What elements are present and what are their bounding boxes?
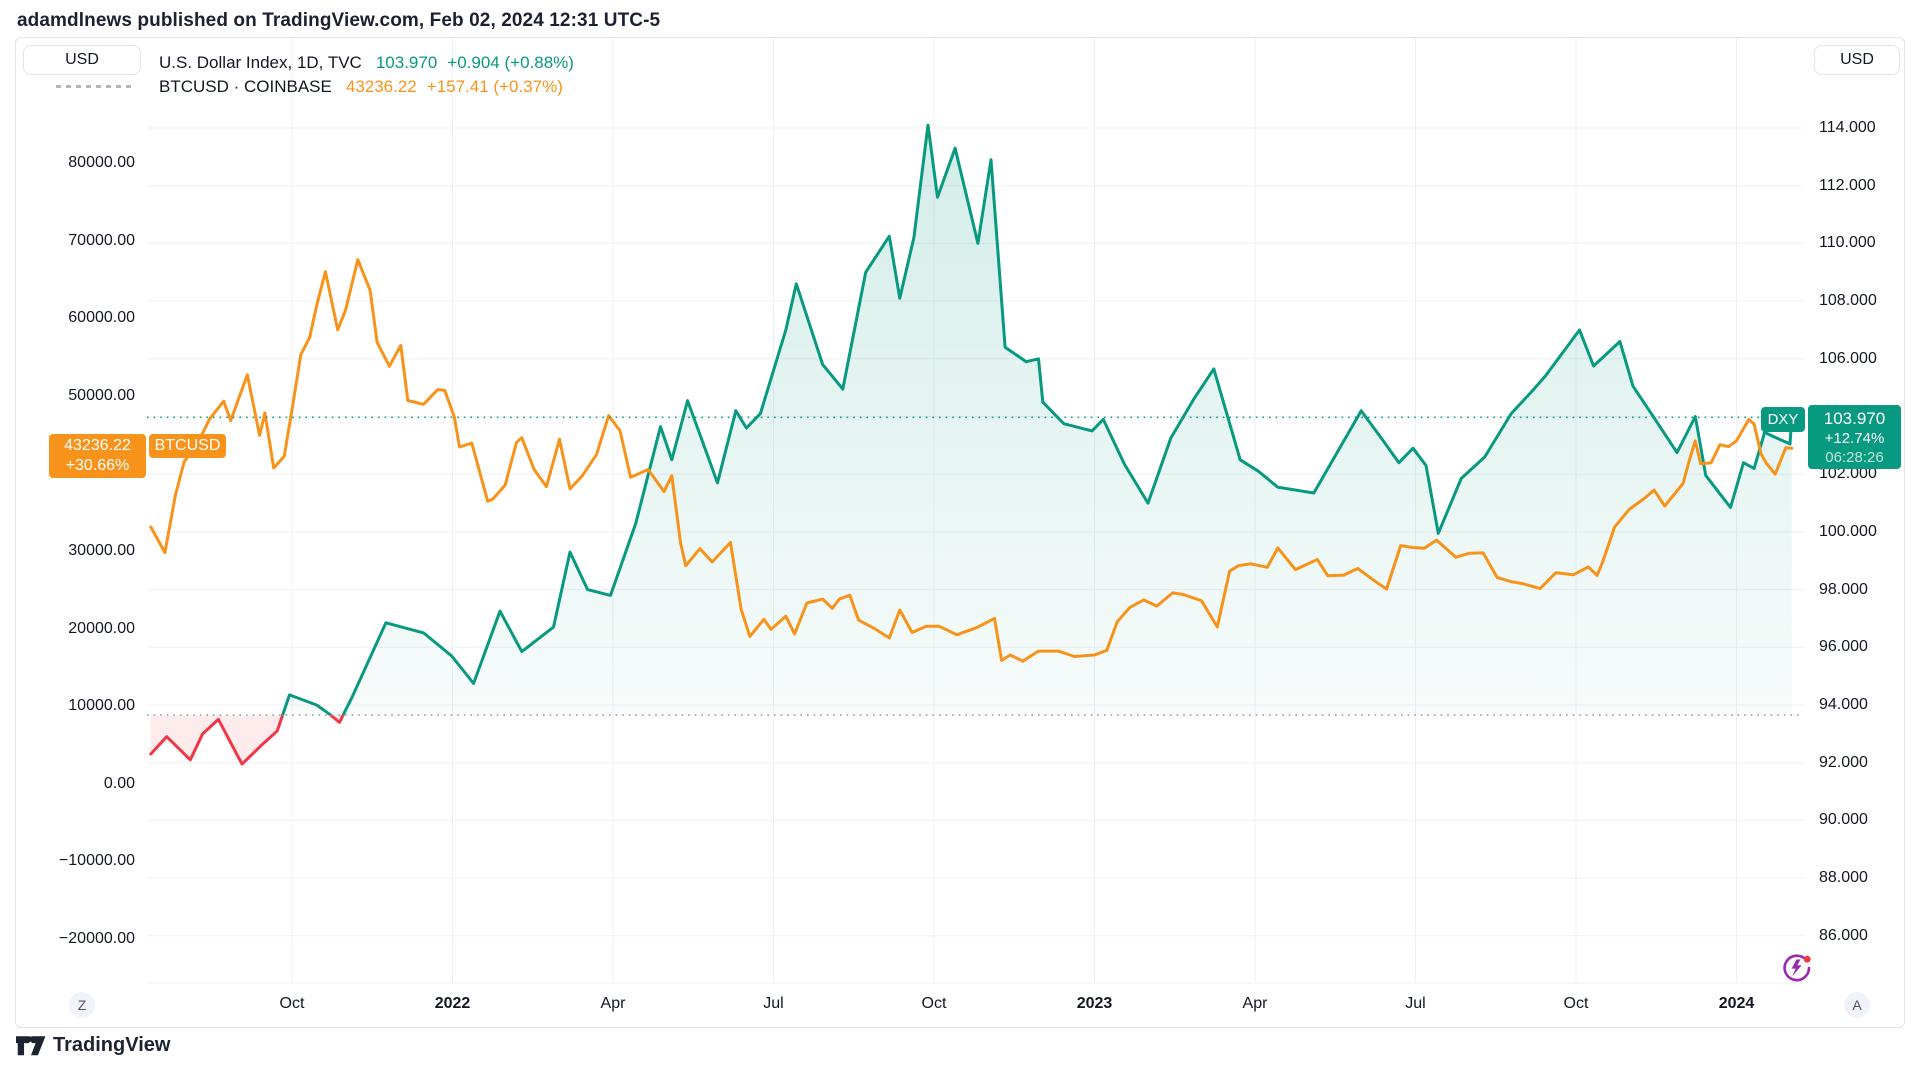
left-scale-unit-label: USD <box>65 51 99 68</box>
right-axis-tick: 108.000 <box>1819 292 1877 310</box>
legend-dxy-title: U.S. Dollar Index, 1D, TVC <box>159 53 362 72</box>
btc-last-price-badge: 43236.22 +30.66% <box>49 434 146 478</box>
legend-row-dxy[interactable]: U.S. Dollar Index, 1D, TVC 103.970 +0.904 … <box>159 51 574 75</box>
btc-badge-symbol: BTCUSD <box>154 437 221 454</box>
right-axis-tick: 88.000 <box>1819 869 1868 887</box>
right-axis-tick: 110.000 <box>1819 234 1876 252</box>
time-axis-tick: 2023 <box>1076 995 1113 1012</box>
dxy-badge-change-pct: +12.74% <box>1824 429 1885 447</box>
right-axis-tick: 102.000 <box>1819 465 1877 483</box>
time-axis-tick: Apr <box>600 995 626 1012</box>
right-price-scale-unit-button[interactable]: USD <box>1814 45 1900 75</box>
time-axis-tick: Oct <box>279 995 305 1012</box>
time-axis-tick: Jul <box>1405 995 1426 1012</box>
btc-badge-price: 43236.22 <box>64 437 131 454</box>
left-axis-tick: 30000.00 <box>68 542 135 559</box>
right-axis-tick: 98.000 <box>1819 580 1868 598</box>
left-axis-tick: −10000.00 <box>58 852 135 870</box>
right-axis-tick: 92.000 <box>1819 753 1868 771</box>
btc-badge-change-pct: +30.66% <box>65 457 130 474</box>
boost-flash-icon[interactable] <box>1779 951 1813 985</box>
tradingview-logo-text: TradingView <box>53 1034 171 1056</box>
dxy-symbol-badge: DXY <box>1761 407 1805 432</box>
right-axis-tick: 96.000 <box>1819 638 1868 656</box>
right-scale-unit-label: USD <box>1840 51 1874 68</box>
left-axis-tick: 0.00 <box>103 774 135 792</box>
time-axis-tick: Jul <box>763 995 784 1012</box>
timezone-button-label: Z <box>77 997 87 1013</box>
legend-btc-change: +157.41 (+0.37%) <box>426 77 563 96</box>
dxy-area-above-baseline <box>282 125 1792 716</box>
autoscale-button[interactable]: A <box>1844 992 1870 1018</box>
left-axis-tick: 70000.00 <box>68 231 135 249</box>
dxy-last-price-badge: 103.970 +12.74% 06:28:26 <box>1808 405 1901 469</box>
tradingview-logo[interactable]: TradingView <box>16 1034 170 1057</box>
left-axis-tick: 20000.00 <box>68 619 135 637</box>
right-axis-tick: 90.000 <box>1819 811 1868 829</box>
right-axis-tick: 114.000 <box>1819 119 1876 136</box>
left-axis-tick: −20000.00 <box>58 930 135 947</box>
chart-legend: U.S. Dollar Index, 1D, TVC 103.970 +0.904 … <box>159 51 574 99</box>
btc-symbol-badge: BTCUSD <box>149 434 226 458</box>
publication-header: adamdlnews published on TradingView.com,… <box>17 10 661 31</box>
time-axis-tick: 2024 <box>1718 995 1755 1012</box>
btc-line[interactable] <box>149 258 1794 663</box>
right-axis-tick: 94.000 <box>1819 696 1868 713</box>
timezone-button[interactable]: Z <box>69 992 95 1018</box>
legend-btc-last-value: 43236.22 <box>345 77 417 96</box>
legend-dxy-change: +0.904 (+0.88%) <box>447 53 574 72</box>
dxy-badge-bar-countdown: 06:28:26 <box>1825 448 1884 466</box>
time-axis-tick: Oct <box>1563 995 1589 1012</box>
dxy-badge-price: 103.970 <box>1823 408 1886 428</box>
time-axis-tick: Apr <box>1242 995 1268 1012</box>
right-axis-tick: 86.000 <box>1819 926 1868 944</box>
chart-container: USD USD U.S. Dollar Index, 1D, TVC 103.97… <box>15 37 1905 1028</box>
left-axis-tick: 60000.00 <box>68 309 135 327</box>
left-price-scale-unit-button[interactable]: USD <box>23 45 141 75</box>
dxy-line-up[interactable] <box>151 123 1794 764</box>
collapsed-legend-dashes <box>56 85 136 88</box>
tradingview-logo-glyph <box>16 1035 46 1055</box>
right-axis-tick: 112.000 <box>1819 176 1876 194</box>
price-chart-canvas[interactable] <box>16 38 1904 1027</box>
right-axis-tick: 106.000 <box>1819 349 1877 367</box>
left-axis-tick: 80000.00 <box>68 154 135 171</box>
time-axis-tick: 2022 <box>434 995 471 1012</box>
left-axis-tick: 50000.00 <box>68 386 135 404</box>
notification-dot <box>1803 955 1811 963</box>
legend-dxy-last-value: 103.970 <box>375 53 438 72</box>
autoscale-button-label: A <box>1852 997 1862 1013</box>
right-axis-tick: 100.000 <box>1819 522 1877 540</box>
time-axis-tick: Oct <box>921 995 947 1012</box>
legend-btc-title: BTCUSD · COINBASE <box>159 77 332 96</box>
left-axis-tick: 10000.00 <box>68 697 135 715</box>
legend-row-btcusd[interactable]: BTCUSD · COINBASE 43236.22 +157.41 (+0.37%… <box>159 75 574 99</box>
dxy-badge-symbol: DXY <box>1767 411 1799 428</box>
